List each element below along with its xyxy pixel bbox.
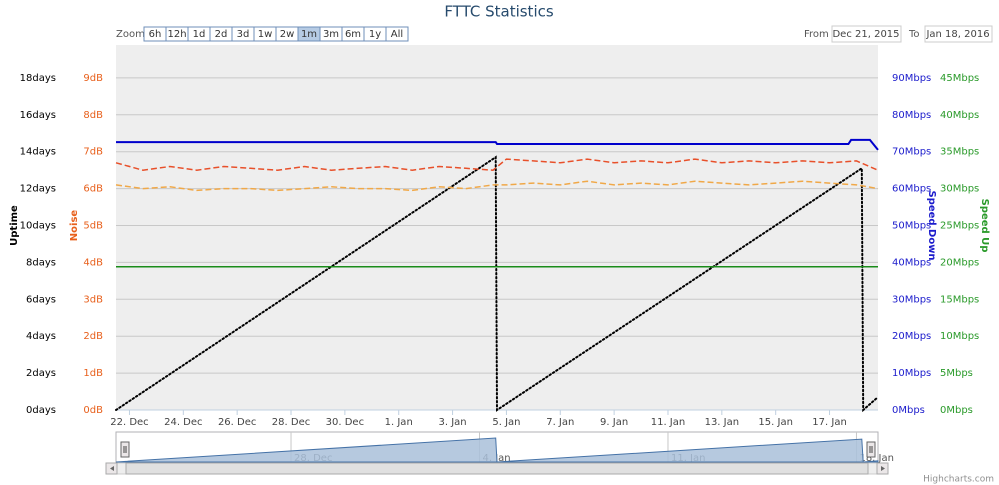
y-tick-label: 10Mbps	[892, 368, 931, 379]
navigator-tick-label: 18. Jan	[859, 453, 894, 464]
x-tick-label: 5. Jan	[492, 417, 520, 428]
y-tick-label: 1dB	[83, 368, 103, 379]
y-tick-label: 9dB	[83, 73, 103, 84]
zoom-button-label[interactable]: 1m	[301, 29, 317, 40]
x-tick-label: 1. Jan	[385, 417, 413, 428]
x-tick-label: 28. Dec	[272, 417, 310, 428]
scrollbar-thumb[interactable]	[125, 462, 869, 475]
y-tick-label: 7dB	[83, 147, 103, 158]
y-tick-label: 6dB	[83, 184, 103, 195]
y-tick-label: 80Mbps	[892, 110, 931, 121]
y-tick-label: 2days	[26, 368, 56, 379]
series-line	[115, 158, 879, 171]
zoom-button[interactable]	[385, 26, 409, 42]
x-tick-label: 24. Dec	[164, 417, 202, 428]
x-tick-label: 30. Dec	[326, 417, 364, 428]
y-tick-label: 18days	[20, 73, 56, 84]
y-tick-label: 4days	[26, 331, 56, 342]
y-tick-label: 90Mbps	[892, 73, 931, 84]
zoom-button-label[interactable]: 2d	[215, 29, 228, 40]
y-tick-label: 5dB	[83, 221, 103, 232]
y-tick-label: 10Mbps	[940, 331, 979, 342]
navigator-series	[115, 437, 879, 463]
y-tick-label: 0Mbps	[940, 405, 973, 416]
zoom-label: Zoom	[116, 29, 145, 40]
y-tick-label: 10days	[20, 221, 56, 232]
zoom-button-label[interactable]: 12h	[167, 29, 186, 40]
y-tick-label: 12days	[20, 184, 56, 195]
y-tick-label: 3dB	[83, 294, 103, 305]
y-tick-label: 8days	[26, 257, 56, 268]
y-tick-label: 70Mbps	[892, 147, 931, 158]
y-axis-title: Speed Down	[926, 190, 937, 260]
zoom-button-label[interactable]: 1w	[258, 29, 273, 40]
y-tick-label: 25Mbps	[940, 221, 979, 232]
zoom-button-label[interactable]: 3d	[237, 29, 250, 40]
y-tick-label: 50Mbps	[892, 221, 931, 232]
x-tick-label: 22. Dec	[110, 417, 148, 428]
zoom-button-label[interactable]: 6m	[345, 29, 361, 40]
y-tick-label: 20Mbps	[940, 257, 979, 268]
x-tick-label: 26. Dec	[218, 417, 256, 428]
y-axis-title: Speed Up	[979, 199, 990, 253]
y-tick-label: 5Mbps	[940, 368, 973, 379]
y-tick-label: 0days	[26, 405, 56, 416]
y-tick-label: 30Mbps	[940, 184, 979, 195]
series-line	[116, 138, 879, 151]
navigator-handle[interactable]	[866, 441, 876, 458]
y-tick-label: 4dB	[83, 257, 103, 268]
x-tick-label: 15. Jan	[758, 417, 793, 428]
y-tick-label: 30Mbps	[892, 294, 931, 305]
y-tick-label: 16days	[20, 110, 56, 121]
x-tick-label: 17. Jan	[812, 417, 847, 428]
zoom-button-label[interactable]: All	[391, 29, 403, 40]
y-tick-label: 0Mbps	[892, 405, 925, 416]
zoom-button-label[interactable]: 3m	[323, 29, 339, 40]
x-tick-label: 13. Jan	[705, 417, 740, 428]
zoom-button-label[interactable]: 1y	[369, 29, 381, 40]
y-tick-label: 14days	[20, 147, 56, 158]
from-label: From	[804, 29, 829, 40]
to-date[interactable]: Jan 18, 2016	[925, 29, 989, 40]
series-line	[115, 180, 879, 192]
y-tick-label: 8dB	[83, 110, 103, 121]
y-tick-label: 40Mbps	[940, 110, 979, 121]
to-input[interactable]	[924, 25, 993, 43]
zoom-button-label[interactable]: 1d	[193, 29, 206, 40]
y-tick-label: 35Mbps	[940, 147, 979, 158]
y-tick-label: 15Mbps	[940, 294, 979, 305]
zoom-button-label[interactable]: 6h	[149, 29, 162, 40]
x-tick-label: 3. Jan	[439, 417, 467, 428]
scroll-arrow	[110, 466, 114, 471]
y-tick-label: 60Mbps	[892, 184, 931, 195]
y-tick-label: 2dB	[83, 331, 103, 342]
scroll-arrow	[881, 466, 885, 471]
series-line	[115, 155, 879, 413]
x-tick-label: 7. Jan	[546, 417, 574, 428]
x-tick-label: 11. Jan	[651, 417, 686, 428]
y-tick-label: 0dB	[83, 405, 103, 416]
y-axis-title: Uptime	[9, 205, 20, 246]
y-axis-title: Noise	[69, 210, 80, 242]
from-input[interactable]	[831, 25, 902, 43]
x-tick-label: 9. Jan	[600, 417, 628, 428]
to-label: To	[908, 29, 920, 40]
navigator-handle[interactable]	[120, 441, 130, 458]
y-tick-label: 6days	[26, 294, 56, 305]
zoom-button-label[interactable]: 2w	[280, 29, 295, 40]
chart-title: FTTC Statistics	[444, 3, 554, 21]
y-tick-label: 20Mbps	[892, 331, 931, 342]
y-tick-label: 45Mbps	[940, 73, 979, 84]
from-date[interactable]: Dec 21, 2015	[832, 29, 899, 40]
credits[interactable]: Highcharts.com	[923, 475, 994, 485]
y-tick-label: 40Mbps	[892, 257, 931, 268]
